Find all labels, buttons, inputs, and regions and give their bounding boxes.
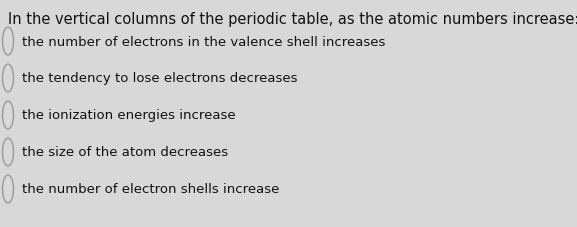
Text: In the vertical columns of the periodic table, as the atomic numbers increase:: In the vertical columns of the periodic … — [8, 12, 577, 27]
Text: the number of electrons in the valence shell increases: the number of electrons in the valence s… — [22, 35, 385, 48]
Text: the number of electron shells increase: the number of electron shells increase — [22, 183, 279, 196]
Text: the ionization energies increase: the ionization energies increase — [22, 109, 235, 122]
Text: the size of the atom decreases: the size of the atom decreases — [22, 146, 228, 159]
Text: the tendency to lose electrons decreases: the tendency to lose electrons decreases — [22, 72, 298, 85]
